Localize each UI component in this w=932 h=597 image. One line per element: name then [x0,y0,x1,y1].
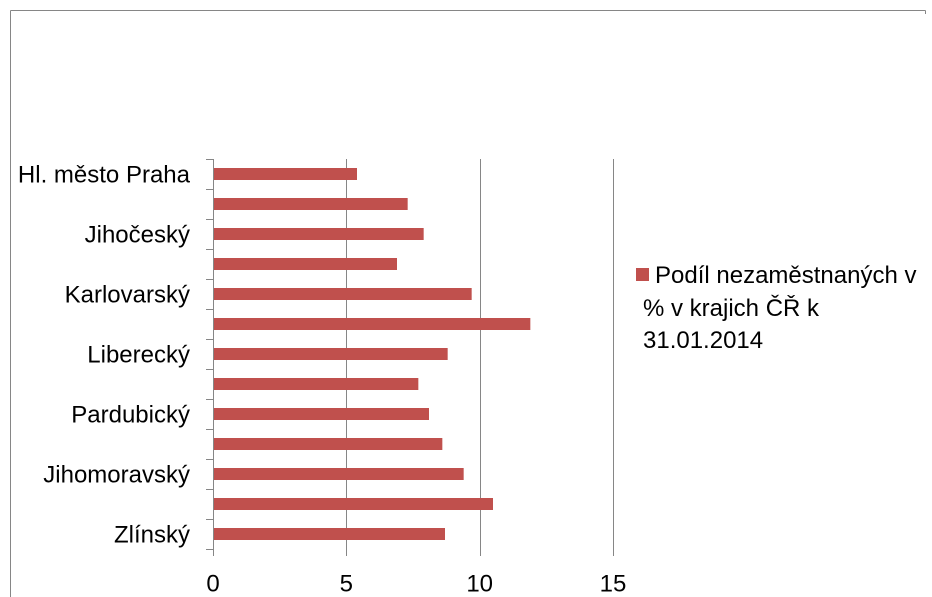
bar [213,528,445,540]
axes [206,159,614,556]
category-labels: Hl. město Praha Jihočeský Karlovarský Liber… [18,161,191,548]
category-label: Jihočeský [85,221,190,248]
bar [213,438,443,450]
bar [213,288,472,300]
x-tick-label: 10 [466,570,493,597]
bar [213,348,448,360]
category-label: Pardubický [71,401,190,428]
bar [213,408,429,420]
x-tick-label: 5 [340,570,353,597]
bar [213,198,408,210]
chart-frame [10,10,926,597]
x-tick-labels: 0 5 10 15 [206,570,626,597]
category-label: Hl. město Praha [18,161,191,188]
bar [213,228,424,240]
bar [213,318,531,330]
bar [213,258,397,270]
bar [213,468,464,480]
category-label: Karlovarský [65,281,190,308]
x-tick-label: 15 [600,570,627,597]
bars [213,168,531,540]
bar [213,498,493,510]
bar [213,378,419,390]
category-label: Liberecký [87,341,190,368]
legend-marker [636,268,649,281]
bar [213,168,357,180]
x-tick-label: 0 [206,570,219,597]
legend-label: Podíl nezaměstnaných v % v krajich ČŘ k … [643,262,917,354]
category-label: Zlínský [114,521,190,548]
category-label: Jihomoravský [43,461,190,488]
